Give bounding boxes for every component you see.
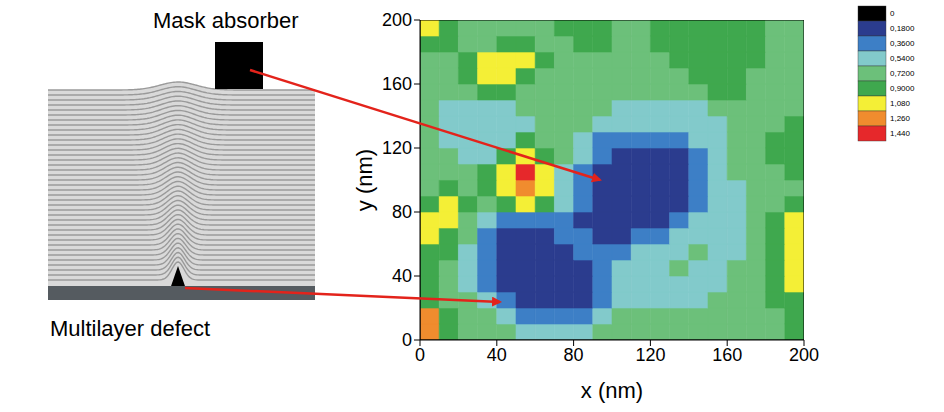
svg-text:1,440: 1,440 xyxy=(890,129,911,138)
svg-text:Multilayer defect: Multilayer defect xyxy=(50,316,210,341)
svg-text:0,1800: 0,1800 xyxy=(890,24,915,33)
svg-text:80: 80 xyxy=(392,202,412,222)
svg-text:120: 120 xyxy=(382,138,412,158)
svg-text:40: 40 xyxy=(392,266,412,286)
svg-text:0,3600: 0,3600 xyxy=(890,39,915,48)
svg-text:1,080: 1,080 xyxy=(890,99,911,108)
svg-text:Mask absorber: Mask absorber xyxy=(153,8,299,33)
svg-text:0,9000: 0,9000 xyxy=(890,84,915,93)
svg-text:0,5400: 0,5400 xyxy=(890,54,915,63)
svg-text:200: 200 xyxy=(789,345,819,365)
svg-text:y (nm): y (nm) xyxy=(352,149,377,211)
svg-text:80: 80 xyxy=(564,345,584,365)
svg-text:160: 160 xyxy=(712,345,742,365)
svg-text:0,7200: 0,7200 xyxy=(890,69,915,78)
svg-text:160: 160 xyxy=(382,74,412,94)
svg-text:0: 0 xyxy=(402,330,412,350)
svg-text:40: 40 xyxy=(487,345,507,365)
svg-text:0: 0 xyxy=(890,9,895,18)
svg-text:1,260: 1,260 xyxy=(890,114,911,123)
svg-text:x (nm): x (nm) xyxy=(581,378,643,403)
svg-text:0: 0 xyxy=(415,345,425,365)
svg-text:200: 200 xyxy=(382,10,412,30)
svg-text:120: 120 xyxy=(635,345,665,365)
